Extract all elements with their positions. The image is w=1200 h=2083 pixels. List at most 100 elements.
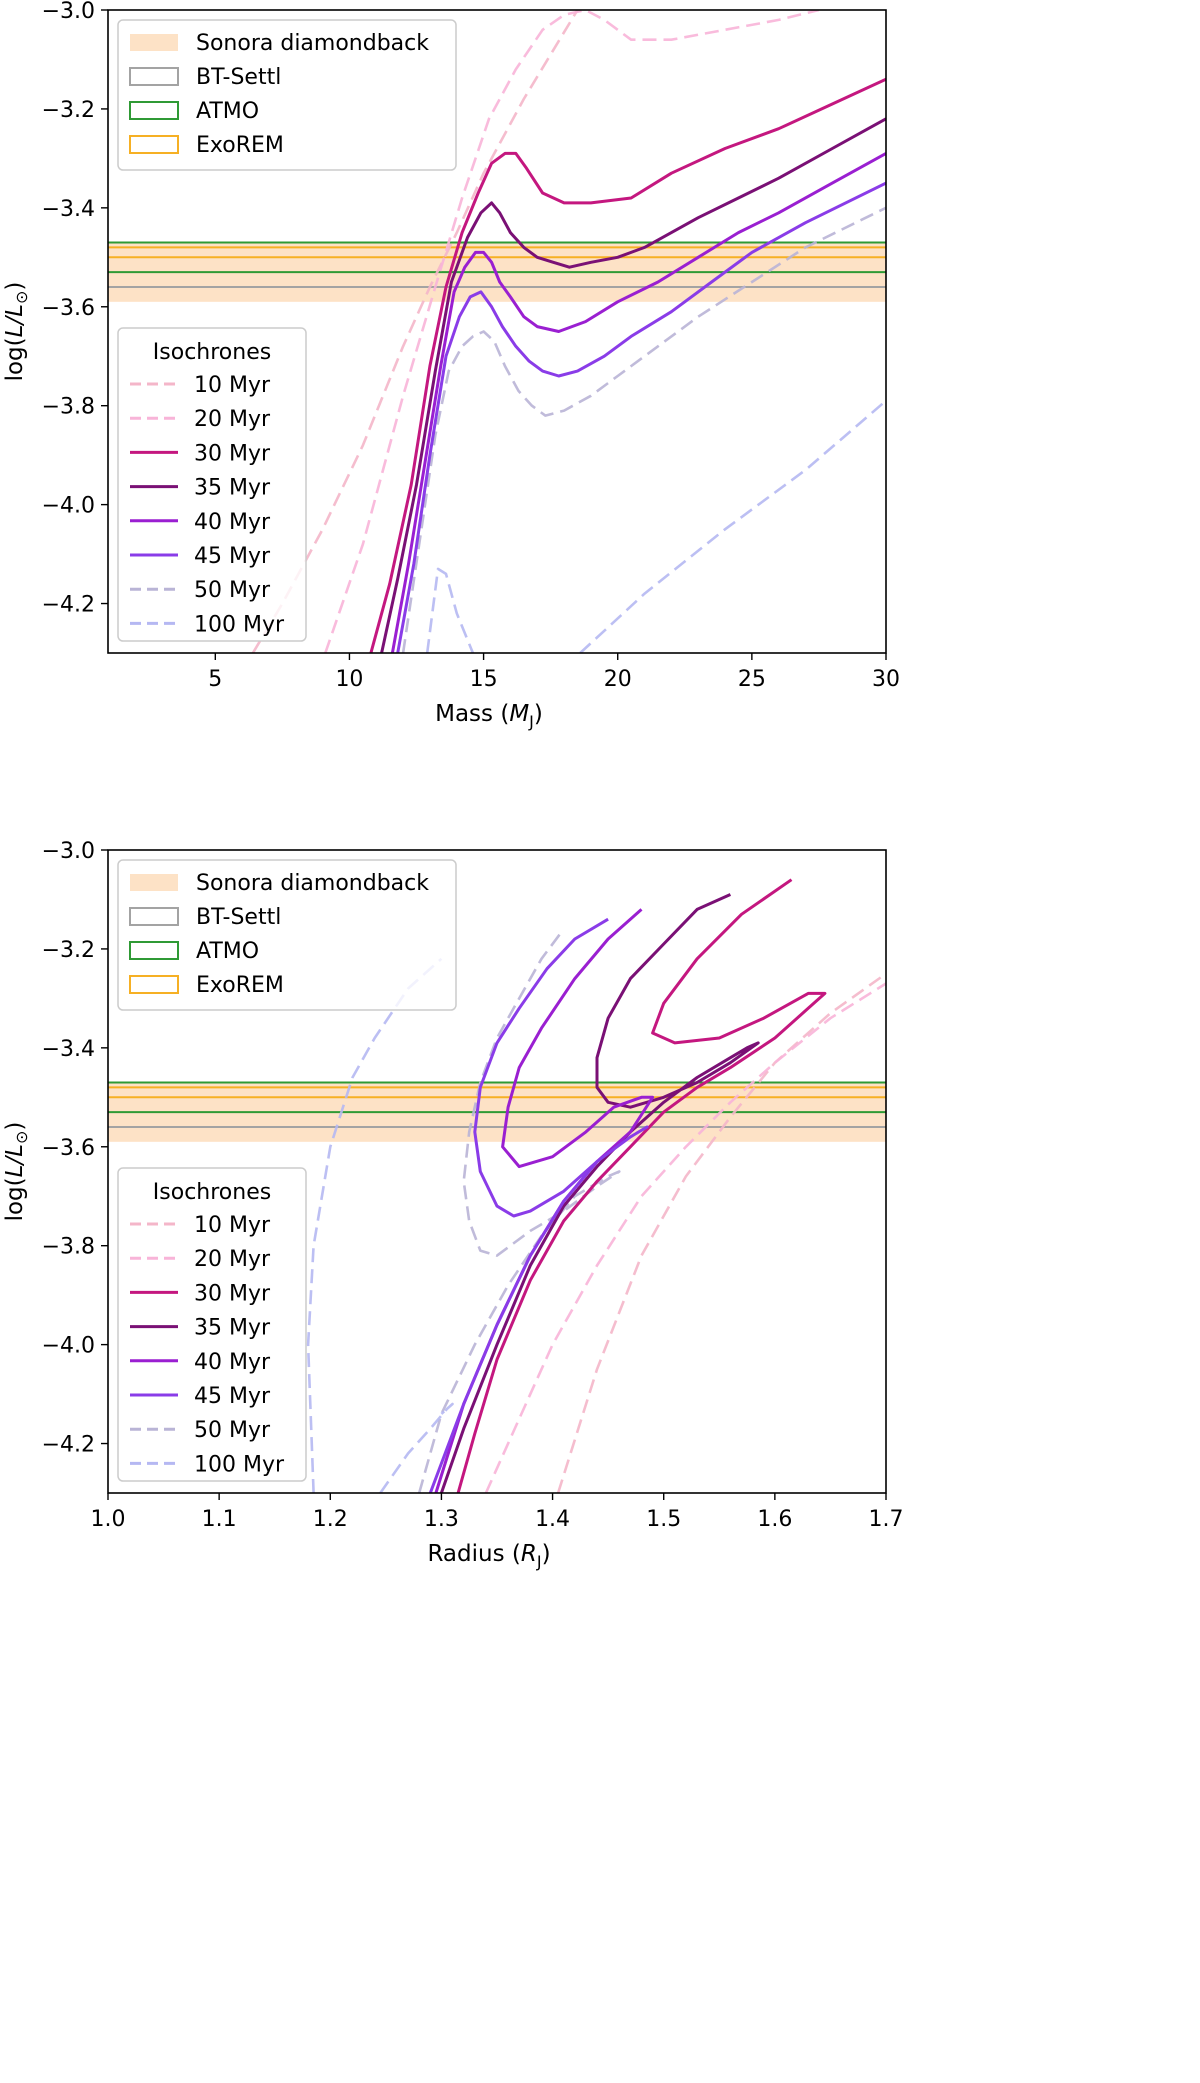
legend-label: ExoREM: [196, 973, 284, 998]
legend-swatch-bt-settl: [129, 907, 179, 926]
legend-label: Sonora diamondback: [196, 31, 429, 56]
legend-label: 45 Myr: [194, 1384, 271, 1409]
series-line-45-myr: [428, 917, 649, 1493]
y-tick-label: −4.0: [42, 494, 95, 519]
legend-label: 10 Myr: [194, 373, 271, 398]
y-axis-label: log(L/L⊙): [2, 1122, 31, 1222]
series-line-20-myr: [324, 10, 820, 653]
y-tick-label: −4.0: [42, 1334, 95, 1359]
legend-label: 100 Myr: [194, 1452, 285, 1477]
legend-label: BT-Settl: [196, 905, 281, 930]
x-tick-label: 20: [604, 667, 632, 692]
y-axis-label-close: ): [2, 1122, 28, 1131]
x-tick-label: 1.0: [91, 1507, 126, 1532]
x-tick-label: 1.4: [535, 1507, 570, 1532]
x-axis-label-close: ): [534, 701, 543, 727]
y-tick-label: −3.6: [42, 1136, 95, 1161]
legend-swatch-exorem: [129, 135, 179, 154]
legend-label: 50 Myr: [194, 578, 271, 603]
series-line-30-myr: [456, 878, 827, 1493]
legend-models: Sonora diamondback BT-Settl ATMO ExoREM: [117, 19, 457, 171]
legend-label: 10 Myr: [194, 1213, 271, 1238]
series-line-50-myr: [417, 928, 621, 1493]
y-tick-label: −3.8: [42, 395, 95, 420]
x-axis-label-subscript: J: [528, 712, 534, 731]
y-axis-label-close: ): [2, 282, 28, 291]
y-axis-label-symbol: L/L: [2, 1144, 28, 1177]
y-tick-label: −4.2: [42, 593, 95, 618]
series-line-100-myr: [579, 399, 886, 653]
y-tick-label: −3.8: [42, 1235, 95, 1260]
x-axis-label-text: Radius (: [427, 1541, 520, 1567]
x-tick-label: 5: [208, 667, 222, 692]
legend-label: 35 Myr: [194, 1316, 271, 1341]
legend-models-box: [117, 859, 457, 1011]
legend-label: BT-Settl: [196, 65, 281, 90]
legend-label: ATMO: [196, 99, 259, 124]
y-tick-label: −3.0: [42, 839, 95, 864]
legend-label: 40 Myr: [194, 1350, 271, 1375]
legend-isochrones: Isochrones 10 Myr 20 Myr 30 Myr 35 Myr 40 Myr…: [117, 327, 307, 642]
x-axis-label-close: ): [542, 1541, 551, 1567]
legend-label: 100 Myr: [194, 612, 285, 637]
legend-label: 35 Myr: [194, 476, 271, 501]
legend-label: 30 Myr: [194, 1281, 271, 1306]
x-tick-label: 1.7: [869, 1507, 904, 1532]
legend-label: 40 Myr: [194, 510, 271, 535]
series-line-50-myr: [401, 206, 886, 653]
y-axis-label: log(L/L⊙): [2, 282, 31, 382]
plot-area: [108, 878, 886, 1493]
y-tick-label: −3.2: [42, 938, 95, 963]
legend-isochrones-title: Isochrones: [153, 1180, 271, 1205]
series-line-45-myr: [396, 181, 886, 653]
x-axis-label-symbol: R: [521, 1541, 537, 1567]
y-tick-label: −3.4: [42, 197, 95, 222]
x-axis-label-text: Mass (: [435, 701, 509, 727]
x-tick-label: 1.3: [424, 1507, 459, 1532]
axes-frame: [107, 9, 887, 654]
legend-label: 30 Myr: [194, 441, 271, 466]
axes-frame: [107, 849, 887, 1494]
y-tick-label: −4.2: [42, 1433, 95, 1458]
series-line-20-myr: [484, 982, 886, 1493]
y-axis-label-text: log(: [2, 337, 28, 381]
series-line-35-myr: [380, 117, 886, 653]
legend-swatch-exorem: [129, 975, 179, 994]
x-tick-label: 1.2: [313, 1507, 348, 1532]
legend-swatch-atmo: [129, 941, 179, 960]
series-line-30-myr: [369, 77, 886, 653]
x-tick-label: 1.6: [757, 1507, 792, 1532]
x-tick-label: 25: [738, 667, 766, 692]
plot-area: [108, 10, 886, 653]
legend-models: Sonora diamondback BT-Settl ATMO ExoREM: [117, 859, 457, 1011]
legend-models-box: [117, 19, 457, 171]
y-tick-label: −3.0: [42, 0, 95, 24]
series-line-10-myr: [251, 10, 579, 653]
legend-swatch-atmo: [129, 101, 179, 120]
y-axis-label-subscript: ⊙: [12, 291, 31, 304]
y-axis-label-text: log(: [2, 1177, 28, 1221]
chart-1: 5 10 15 20 25 30 −3.0 −3.2 −3.4 −3.6 −3.8 −4.0 −4.2 M…: [2, 0, 900, 731]
legend-isochrones-box: [117, 1167, 307, 1482]
series-line-100-myr: [425, 567, 475, 653]
x-tick-label: 1.5: [646, 1507, 681, 1532]
legend-label: 50 Myr: [194, 1418, 271, 1443]
legend-isochrones-title: Isochrones: [153, 340, 271, 365]
legend-label: 20 Myr: [194, 1247, 271, 1272]
legend-label: 20 Myr: [194, 407, 271, 432]
y-axis-label-subscript: ⊙: [12, 1131, 31, 1144]
x-axis-label: Radius (RJ): [427, 1541, 550, 1571]
y-tick-label: −3.4: [42, 1037, 95, 1062]
y-tick-label: −3.6: [42, 296, 95, 321]
legend-isochrones: Isochrones 10 Myr 20 Myr 30 Myr 35 Myr 40 Myr…: [117, 1167, 307, 1482]
series-line-35-myr: [439, 893, 760, 1493]
legend-swatch-sonora: [130, 34, 178, 51]
legend-swatch-bt-settl: [129, 67, 179, 86]
legend-label: ExoREM: [196, 133, 284, 158]
y-tick-label: −3.2: [42, 98, 95, 123]
x-axis-label-subscript: J: [536, 1552, 542, 1571]
x-axis-label: Mass (MJ): [435, 701, 543, 731]
series-line-100-myr: [379, 1402, 454, 1493]
x-tick-label: 1.1: [202, 1507, 237, 1532]
